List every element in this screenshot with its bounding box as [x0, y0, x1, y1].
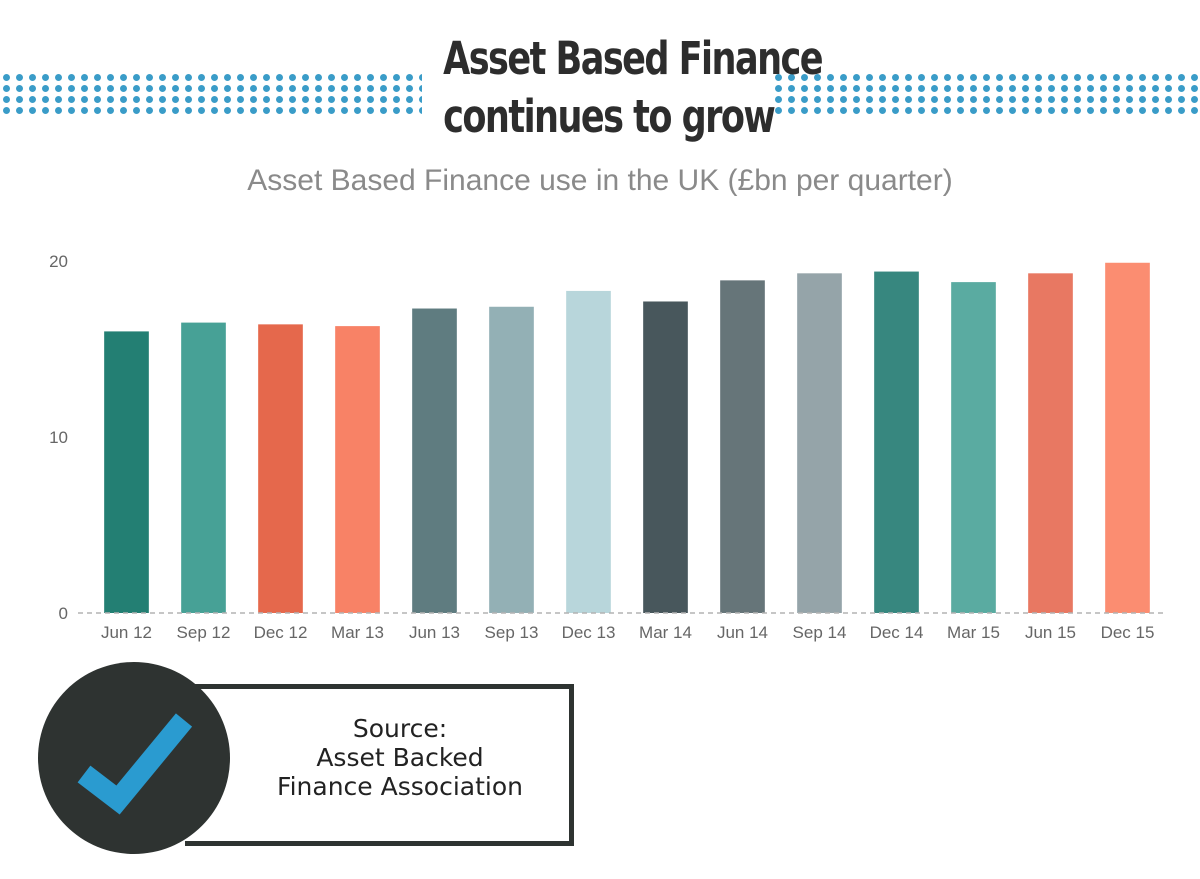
bar-mar-14 [643, 301, 688, 613]
source-line-1: Source: [352, 714, 448, 743]
headline: Asset Based Finance continues to grow [443, 30, 823, 146]
y-tick-label: 20 [49, 252, 68, 271]
bar-jun-14 [720, 280, 765, 613]
y-tick-label: 0 [59, 604, 68, 623]
y-axis-ticks: 0 10 20 [49, 252, 68, 623]
chart-subtitle: Asset Based Finance use in the UK (£bn p… [247, 164, 953, 197]
x-tick-label: Dec 15 [1101, 623, 1155, 642]
source-box [185, 684, 574, 846]
bar-mar-13 [335, 326, 380, 613]
bar-jun-13 [412, 308, 457, 613]
x-tick-label: Jun 13 [409, 623, 460, 642]
x-tick-label: Jun 15 [1025, 623, 1076, 642]
x-axis-ticks: Jun 12 Sep 12 Dec 12 Mar 13 Jun 13 Sep 13 Dec … [101, 623, 1154, 642]
source-text: Source: Asset Backed Finance Association [262, 714, 538, 801]
bar-dec-14 [874, 271, 919, 613]
dotted-pattern-right [772, 72, 1200, 116]
bars-group [104, 262, 1150, 613]
bar-jun-12 [104, 331, 149, 613]
badge-circle [38, 662, 230, 854]
x-tick-label: Mar 14 [639, 623, 692, 642]
checkmark-badge [38, 662, 230, 854]
bar-sep-14 [797, 273, 842, 613]
x-tick-label: Sep 13 [485, 623, 539, 642]
headline-line-1: Asset Based Finance [443, 32, 823, 85]
bar-dec-12 [258, 324, 303, 613]
x-tick-label: Jun 12 [101, 623, 152, 642]
dotted-pattern-left [0, 72, 422, 116]
headline-line-2: continues to grow [443, 90, 776, 143]
y-tick-label: 10 [49, 428, 68, 447]
bar-jun-15 [1028, 273, 1073, 613]
bar-sep-12 [181, 322, 226, 613]
x-tick-label: Mar 15 [947, 623, 1000, 642]
x-tick-label: Dec 12 [254, 623, 308, 642]
bar-sep-13 [489, 306, 534, 613]
x-tick-label: Mar 13 [331, 623, 384, 642]
bar-dec-15 [1105, 262, 1150, 613]
x-tick-label: Sep 12 [177, 623, 231, 642]
x-tick-label: Dec 14 [870, 623, 924, 642]
x-tick-label: Dec 13 [562, 623, 616, 642]
source-line-2: Asset Backed [316, 743, 484, 772]
x-tick-label: Sep 14 [793, 623, 847, 642]
source-line-3: Finance Association [277, 772, 523, 801]
bar-chart: 0 10 20 Jun 12 Sep 12 Dec 12 Mar 13 Jun 13 Sep … [49, 252, 1166, 642]
bar-mar-15 [951, 282, 996, 613]
bar-dec-13 [566, 290, 611, 613]
checkmark-icon [77, 713, 193, 815]
x-tick-label: Jun 14 [717, 623, 768, 642]
